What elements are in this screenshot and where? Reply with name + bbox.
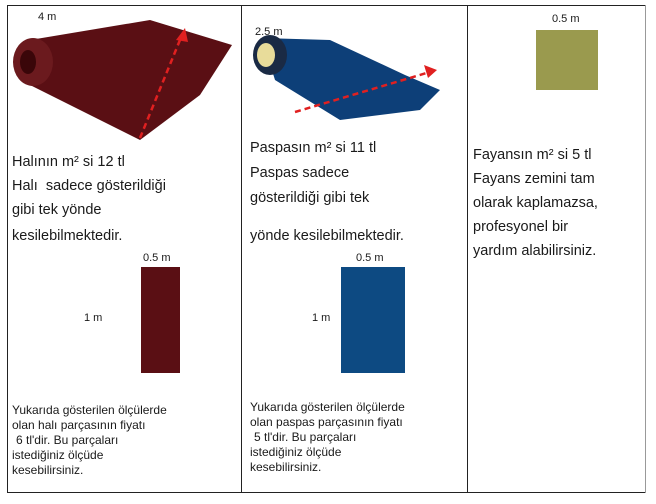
dimension-label: 2.5 m: [255, 26, 283, 38]
footer-line: olan paspas parçasının fiyatı: [250, 415, 403, 430]
description-line: Fayans zemini tam: [473, 167, 595, 191]
description-line: Halı sadece gösterildiği: [12, 174, 166, 198]
dimension-label: 0.5 m: [356, 252, 384, 264]
footer-line: 6 tl'dir. Bu parçaları: [16, 433, 118, 448]
footer-line: kesebilirsiniz.: [250, 460, 321, 475]
footer-line: Yukarıda gösterilen ölçülerde: [12, 403, 167, 418]
carpet-roll: [20, 50, 36, 74]
carpet-piece: [141, 267, 180, 373]
description-line: gibi tek yönde: [12, 198, 101, 222]
mat-roll: [257, 43, 275, 67]
page: 4 m Halının m² si 12 tl Halı sadece göst…: [0, 0, 656, 504]
dimension-label: 0.5 m: [552, 13, 580, 25]
description-line: Paspas sadece: [250, 161, 349, 185]
description-line: yönde kesilebilmektedir.: [250, 224, 404, 248]
dimension-label: 0.5 m: [143, 252, 171, 264]
description-line: kesilebilmektedir.: [12, 224, 122, 248]
footer-line: 5 tl'dir. Bu parçaları: [254, 430, 356, 445]
price-text: Halının m² si 12 tl: [12, 150, 125, 174]
carpet: [20, 20, 232, 140]
tile: [536, 30, 598, 90]
description-line: gösterildiği gibi tek: [250, 186, 369, 210]
dimension-label: 4 m: [38, 11, 56, 23]
mat-piece: [341, 267, 405, 373]
footer-line: kesebilirsiniz.: [12, 463, 83, 478]
description-line: profesyonel bir: [473, 215, 568, 239]
price-text: Paspasın m² si 11 tl: [250, 136, 376, 160]
description-line: yardım alabilirsiniz.: [473, 239, 596, 263]
footer-line: istediğiniz ölçüde: [250, 445, 341, 460]
footer-line: istediğiniz ölçüde: [12, 448, 103, 463]
price-text: Fayansın m² si 5 tl: [473, 143, 591, 167]
description-line: olarak kaplamazsa,: [473, 191, 598, 215]
mat: [262, 38, 440, 120]
footer-line: olan halı parçasının fiyatı: [12, 418, 145, 433]
dimension-label: 1 m: [312, 312, 330, 324]
footer-line: Yukarıda gösterilen ölçülerde: [250, 400, 405, 415]
arrow-head: [424, 65, 437, 78]
dimension-label: 1 m: [84, 312, 102, 324]
